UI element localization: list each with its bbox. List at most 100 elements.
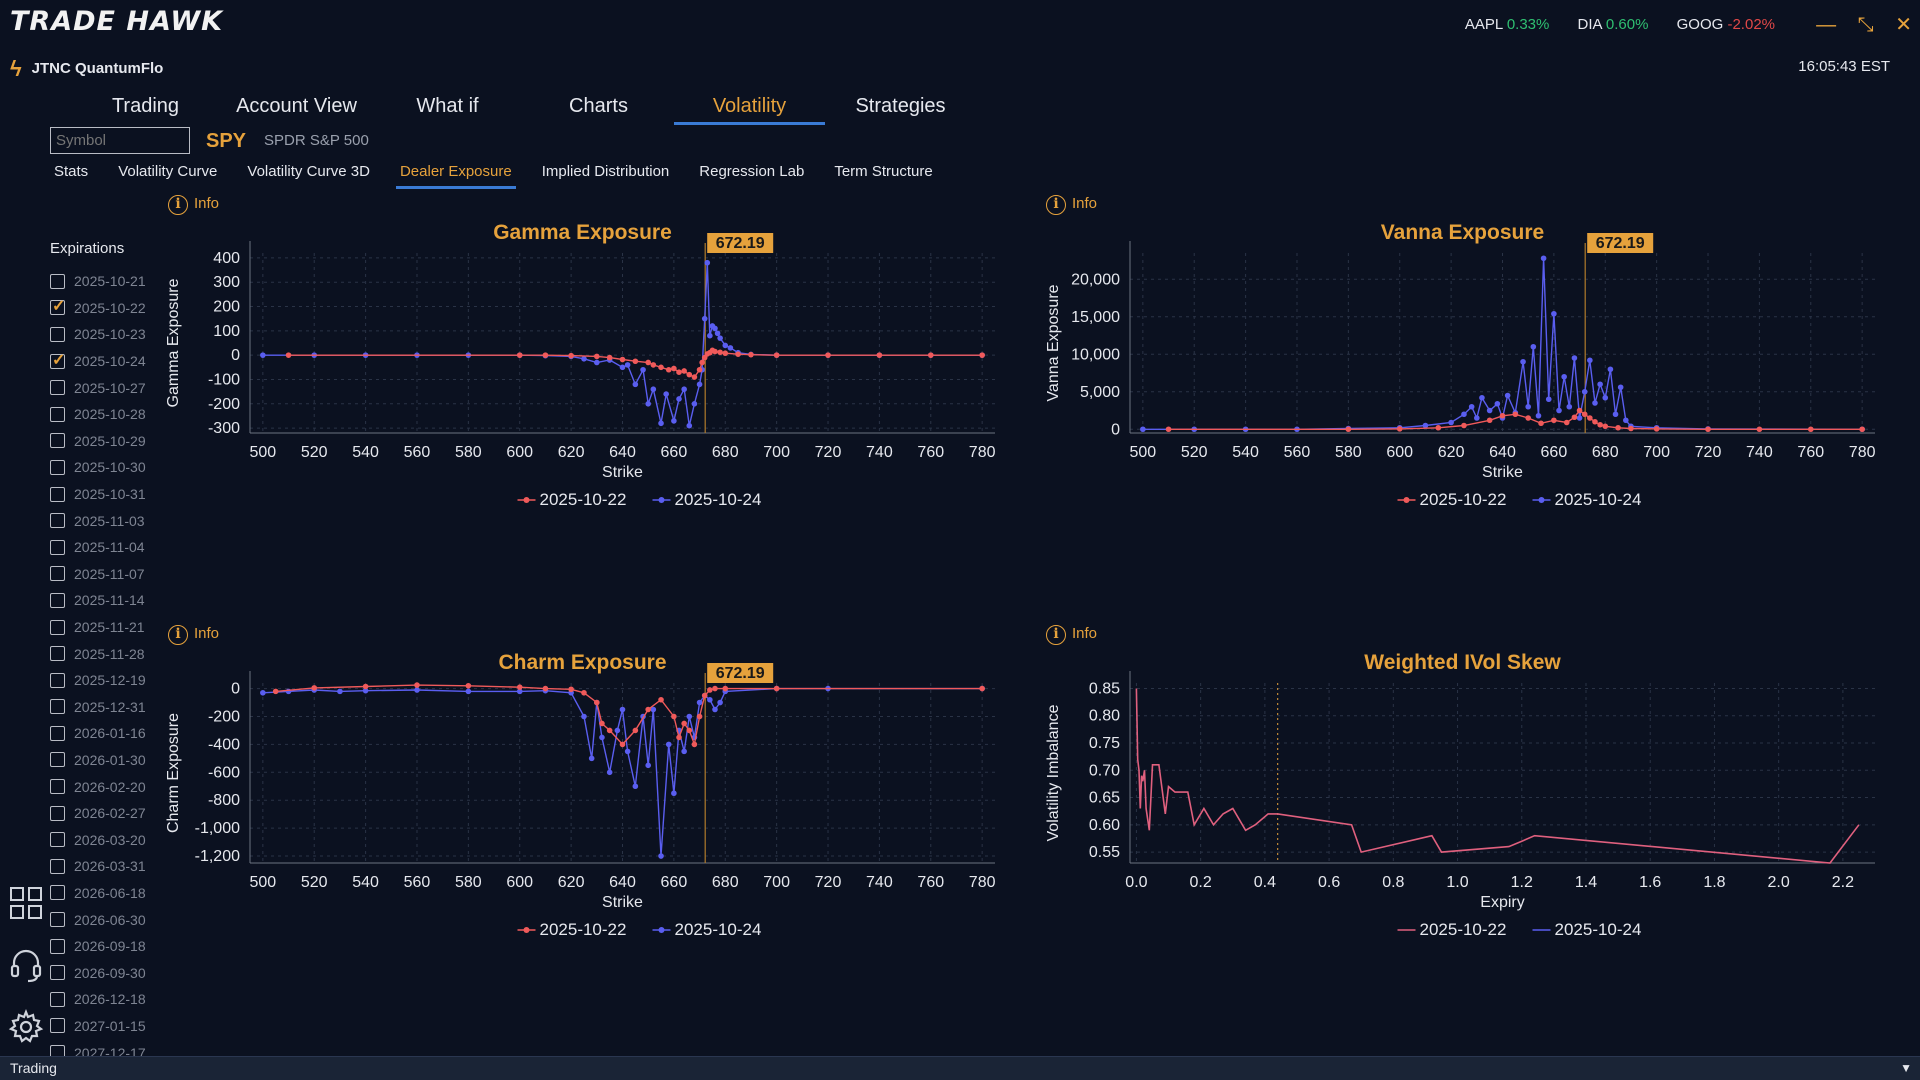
restore-icon[interactable]: ⤡ — [1857, 14, 1874, 36]
expiration-item[interactable]: 2026-03-31 — [50, 853, 180, 880]
subtab-term-structure[interactable]: Term Structure — [834, 163, 933, 180]
expiration-item[interactable]: 2025-12-19 — [50, 667, 180, 694]
headset-icon[interactable] — [8, 947, 44, 983]
expiration-checkbox[interactable] — [50, 566, 65, 582]
tab-charts[interactable]: Charts — [569, 95, 628, 117]
expiration-item[interactable]: 2025-10-24 — [50, 348, 180, 375]
expiration-item[interactable]: 2026-01-30 — [50, 747, 180, 774]
expiration-checkbox[interactable] — [50, 513, 65, 529]
expiration-checkbox[interactable] — [50, 832, 65, 848]
data-point — [1617, 384, 1624, 391]
grid-icon[interactable] — [8, 885, 44, 921]
expiration-checkbox[interactable] — [50, 805, 65, 821]
expiration-item[interactable]: 2025-11-07 — [50, 561, 180, 588]
tab-account-view[interactable]: Account View — [236, 95, 357, 117]
expiration-checkbox[interactable] — [50, 752, 65, 768]
expiration-item[interactable]: 2026-02-27 — [50, 800, 180, 827]
expiration-checkbox[interactable] — [50, 380, 65, 396]
expiration-item[interactable]: 2025-10-23 — [50, 321, 180, 348]
expiration-checkbox[interactable] — [50, 699, 65, 715]
expiration-date: 2026-09-18 — [74, 938, 146, 955]
expiration-checkbox[interactable] — [50, 965, 65, 981]
expiration-checkbox[interactable] — [50, 646, 65, 662]
subtab-volatility-curve[interactable]: Volatility Curve — [118, 163, 218, 180]
tab-strategies[interactable]: Strategies — [855, 95, 946, 117]
status-bar[interactable]: Trading ▼ — [0, 1056, 1920, 1080]
chevron-down-icon[interactable]: ▼ — [1900, 1061, 1912, 1075]
info-button-gamma[interactable]: i Info — [168, 195, 219, 215]
info-button-skew[interactable]: i Info — [1046, 625, 1097, 645]
expiration-item[interactable]: 2025-10-30 — [50, 454, 180, 481]
expiration-item[interactable]: 2025-11-04 — [50, 534, 180, 561]
gear-icon[interactable] — [8, 1009, 44, 1045]
expiration-item[interactable]: 2026-02-20 — [50, 773, 180, 800]
expiration-checkbox[interactable] — [50, 592, 65, 608]
minimize-icon[interactable]: — — [1816, 14, 1837, 36]
x-tick-label: 580 — [455, 444, 482, 461]
subtab-dealer-exposure[interactable]: Dealer Exposure — [395, 160, 516, 189]
expiration-item[interactable]: 2025-10-27 — [50, 374, 180, 401]
subtab-volatility-curve-3d[interactable]: Volatility Curve 3D — [247, 163, 370, 180]
expiration-item[interactable]: 2026-09-18 — [50, 933, 180, 960]
expiration-checkbox[interactable] — [50, 350, 65, 370]
subtab-implied-distribution[interactable]: Implied Distribution — [541, 163, 670, 180]
expiration-item[interactable]: 2026-03-20 — [50, 826, 180, 853]
expiration-checkbox[interactable] — [50, 672, 65, 688]
expiration-checkbox[interactable] — [50, 912, 65, 928]
info-icon: i — [168, 625, 188, 645]
expiration-checkbox[interactable] — [50, 1018, 65, 1034]
tab-trading[interactable]: Trading — [111, 95, 180, 117]
expiration-item[interactable]: 2025-10-31 — [50, 481, 180, 508]
info-button-charm[interactable]: i Info — [168, 625, 219, 645]
expiration-checkbox[interactable] — [50, 459, 65, 475]
expiration-checkbox[interactable] — [50, 858, 65, 874]
expiration-item[interactable]: 2026-01-16 — [50, 720, 180, 747]
tab-what-if[interactable]: What if — [416, 95, 479, 117]
expiration-item[interactable]: 2025-11-14 — [50, 587, 180, 614]
close-icon[interactable]: ✕ — [1895, 14, 1912, 36]
info-button-vanna[interactable]: i Info — [1046, 195, 1097, 215]
x-tick-label: 500 — [249, 874, 276, 891]
tab-volatility[interactable]: Volatility — [674, 92, 825, 125]
data-point — [516, 684, 523, 690]
subtab-regression-lab[interactable]: Regression Lab — [699, 163, 805, 180]
expiration-checkbox[interactable] — [50, 991, 65, 1007]
expiration-item[interactable]: 2025-11-21 — [50, 614, 180, 641]
expiration-item[interactable]: 2026-06-30 — [50, 906, 180, 933]
expiration-checkbox[interactable] — [50, 539, 65, 555]
expiration-checkbox[interactable] — [50, 619, 65, 635]
data-point — [606, 727, 613, 734]
ticker-dia[interactable]: DIA 0.60% — [1577, 16, 1649, 33]
data-point — [701, 692, 708, 699]
expiration-item[interactable]: 2025-10-28 — [50, 401, 180, 428]
expiration-checkbox[interactable] — [50, 938, 65, 954]
expiration-item[interactable]: 2025-10-21 — [50, 268, 180, 295]
expiration-item[interactable]: 2025-11-03 — [50, 507, 180, 534]
data-point — [671, 418, 677, 424]
expiration-item[interactable]: 2025-11-28 — [50, 640, 180, 667]
expiration-item[interactable]: 2026-12-18 — [50, 986, 180, 1013]
legend-label: 2025-10-24 — [1555, 920, 1642, 939]
expiration-checkbox[interactable] — [50, 406, 65, 422]
data-point — [606, 769, 613, 776]
expiration-checkbox[interactable] — [50, 725, 65, 741]
expiration-item[interactable]: 2025-10-29 — [50, 428, 180, 455]
expiration-checkbox[interactable] — [50, 296, 65, 316]
symbol-input[interactable] — [50, 127, 190, 154]
symbol-ticker: SPY — [206, 130, 247, 152]
expiration-item[interactable]: 2026-06-18 — [50, 880, 180, 907]
subtab-stats[interactable]: Stats — [54, 163, 89, 180]
expiration-checkbox[interactable] — [50, 326, 65, 342]
ticker-aapl[interactable]: AAPL 0.33% — [1464, 16, 1550, 33]
expiration-item[interactable]: 2025-10-22 — [50, 295, 180, 322]
expiration-checkbox[interactable] — [50, 433, 65, 449]
x-tick-label: 580 — [1335, 444, 1362, 461]
expiration-item[interactable]: 2025-12-31 — [50, 694, 180, 721]
ticker-goog[interactable]: GOOG -2.02% — [1676, 16, 1775, 33]
expiration-checkbox[interactable] — [50, 779, 65, 795]
expiration-item[interactable]: 2027-01-15 — [50, 1013, 180, 1040]
expiration-checkbox[interactable] — [50, 273, 65, 289]
expiration-checkbox[interactable] — [50, 885, 65, 901]
expiration-checkbox[interactable] — [50, 486, 65, 502]
expiration-item[interactable]: 2026-09-30 — [50, 959, 180, 986]
